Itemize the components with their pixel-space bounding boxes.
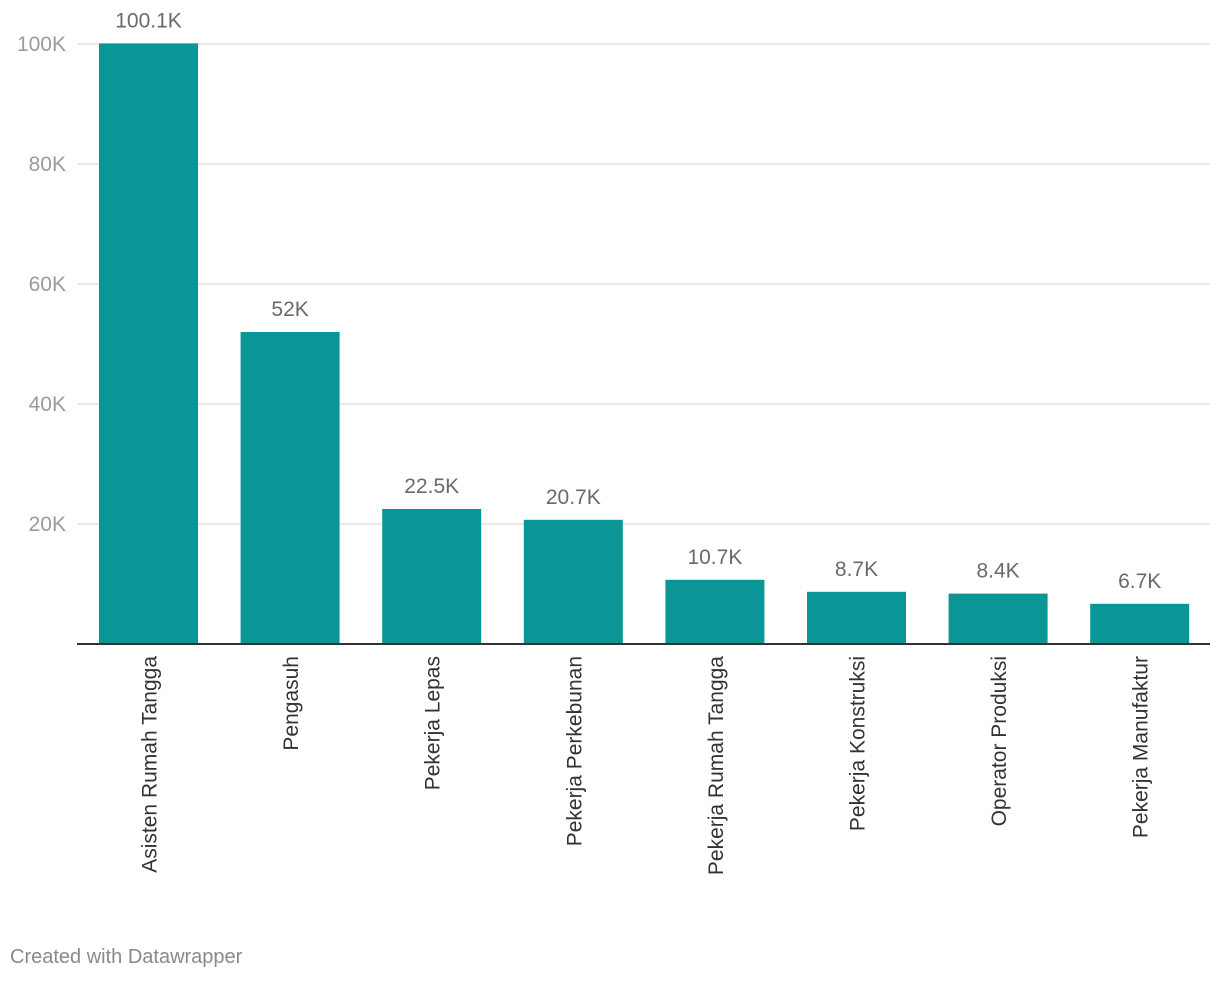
data-label: 52K — [271, 298, 308, 321]
bar — [807, 591, 906, 644]
bar — [240, 332, 340, 644]
data-label: 22.5K — [404, 475, 459, 498]
x-tick-label: Pekerja Perkebunan — [563, 656, 586, 846]
data-labels: 100.1K 52K 22.5K 20.7K 10.7K 8.7K 8.4K 6.7K — [115, 9, 1161, 592]
y-tick-label: 80K — [29, 153, 66, 176]
data-label: 10.7K — [687, 546, 742, 569]
data-label: 8.7K — [835, 558, 878, 581]
data-label: 100.1K — [115, 9, 182, 32]
data-label: 20.7K — [546, 486, 601, 509]
bars — [99, 43, 1190, 644]
y-tick-label: 40K — [29, 393, 66, 416]
x-tick-label: Asisten Rumah Tangga — [139, 656, 162, 873]
x-tick-label: Pekerja Manufaktur — [1130, 656, 1153, 838]
x-tick-label: Pekerja Lepas — [422, 656, 445, 790]
footer-credit: Created with Datawrapper — [10, 946, 243, 968]
data-label: 6.7K — [1118, 570, 1161, 593]
bar — [665, 579, 765, 644]
x-axis-ticks: Asisten Rumah Tangga Pengasuh Pekerja Lepa… — [139, 656, 1153, 875]
bar — [948, 593, 1048, 644]
y-tick-label: 60K — [29, 273, 66, 296]
bar — [99, 43, 198, 644]
bar — [382, 509, 482, 644]
x-tick-label: Pengasuh — [280, 656, 303, 751]
x-tick-label: Pekerja Rumah Tangga — [705, 656, 728, 875]
data-label: 8.4K — [976, 560, 1019, 583]
bar — [523, 519, 623, 644]
y-axis-ticks: 20K 40K 60K 80K 100K — [17, 33, 66, 536]
x-tick-label: Operator Produksi — [988, 656, 1011, 826]
x-tick-label: Pekerja Konstruksi — [847, 656, 870, 831]
y-tick-label: 100K — [17, 33, 66, 56]
bar — [1090, 603, 1190, 644]
y-tick-label: 20K — [29, 513, 66, 536]
